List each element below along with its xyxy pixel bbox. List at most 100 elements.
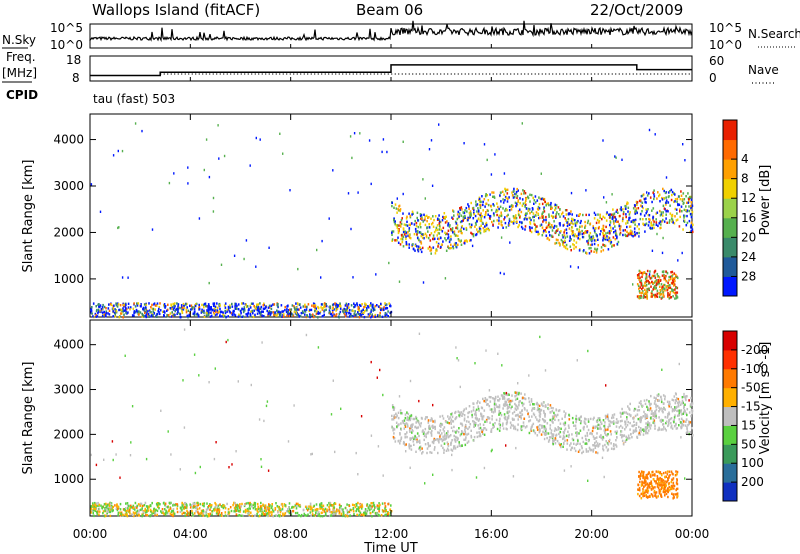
scatter-cell — [320, 507, 322, 510]
scatter-cell — [525, 214, 527, 217]
scatter-cell — [481, 221, 484, 225]
scatter-cell — [578, 432, 580, 435]
scatter-cell — [398, 423, 400, 426]
scatter-cell — [587, 241, 589, 245]
scatter-cell — [424, 218, 426, 221]
scatter-cell — [560, 212, 563, 216]
scatter-cell — [399, 432, 401, 435]
scatter-cell — [686, 413, 688, 417]
scatter-cell — [485, 223, 488, 227]
scatter-cell — [642, 284, 644, 288]
scatter-cell — [150, 306, 152, 309]
scatter-cell — [521, 198, 524, 201]
scatter-cell — [652, 191, 654, 194]
scatter-cell — [676, 401, 679, 404]
scatter-cell — [139, 502, 142, 505]
scatter-cell — [447, 449, 450, 452]
isolated-cell — [121, 149, 124, 153]
scatter-cell — [262, 310, 264, 313]
scatter-cell — [690, 396, 692, 400]
scatter-cell — [399, 208, 402, 211]
scatter-cell — [624, 440, 627, 443]
scatter-cell — [631, 220, 634, 223]
scatter-cell — [682, 401, 684, 404]
scatter-cell — [474, 214, 477, 218]
scatter-cell — [473, 422, 475, 426]
scatter-cell — [447, 436, 450, 439]
scatter-cell — [620, 436, 623, 439]
scatter-cell — [676, 291, 679, 294]
scatter-cell — [104, 509, 106, 512]
scatter-cell — [399, 209, 401, 213]
scatter-cell — [358, 513, 361, 517]
scatter-cell — [148, 309, 151, 312]
scatter-cell — [566, 448, 568, 451]
isolated-cell — [682, 143, 684, 146]
scatter-cell — [647, 408, 649, 411]
scatter-cell — [627, 434, 630, 437]
scatter-cell — [254, 313, 256, 317]
scatter-cell — [646, 405, 648, 409]
isolated-cell — [646, 191, 648, 194]
scatter-cell — [638, 425, 640, 429]
scatter-cell — [368, 504, 371, 507]
scatter-cell — [413, 417, 416, 421]
scatter-cell — [515, 192, 517, 196]
scatter-cell — [690, 221, 693, 224]
scatter-cell — [504, 402, 507, 406]
scatter-cell — [186, 511, 189, 514]
scatter-cell — [456, 217, 459, 221]
scatter-cell — [329, 310, 331, 314]
scatter-cell — [411, 425, 413, 428]
scatter-cell — [591, 238, 593, 241]
scatter-cell — [217, 311, 219, 314]
scatter-cell — [681, 199, 684, 203]
scatter-cell — [414, 425, 416, 429]
scatter-cell — [209, 508, 211, 511]
scatter-cell — [492, 195, 494, 198]
scatter-cell — [107, 312, 109, 315]
scatter-cell — [115, 302, 117, 305]
scatter-cell — [531, 407, 534, 410]
scatter-cell — [426, 226, 428, 230]
scatter-cell — [617, 240, 620, 244]
scatter-cell — [466, 420, 468, 423]
scatter-cell — [438, 431, 440, 435]
scatter-cell — [369, 512, 372, 515]
scatter-cell — [437, 245, 439, 248]
scatter-cell — [536, 418, 538, 421]
scatter-cell — [533, 407, 536, 410]
scatter-cell — [595, 444, 598, 447]
scatter-cell — [615, 432, 618, 435]
scatter-cell — [329, 306, 331, 310]
scatter-cell — [648, 424, 650, 427]
scatter-cell — [404, 416, 407, 420]
scatter-cell — [322, 508, 325, 511]
scatter-cell — [444, 231, 446, 234]
scatter-cell — [485, 418, 488, 422]
scatter-cell — [460, 432, 463, 436]
scatter-cell — [571, 232, 573, 235]
scatter-cell — [644, 429, 647, 433]
scatter-cell — [549, 203, 552, 207]
scatter-cell — [612, 420, 615, 423]
scatter-cell — [154, 513, 156, 517]
scatter-cell — [552, 226, 554, 229]
scatter-cell — [510, 423, 513, 427]
scatter-cell — [509, 401, 511, 404]
scatter-cell — [338, 312, 341, 316]
scatter-cell — [485, 398, 488, 402]
isolated-cell — [422, 281, 425, 284]
scatter-cell — [432, 420, 434, 423]
scatter-cell — [624, 229, 626, 232]
scatter-cell — [510, 407, 512, 410]
scatter-cell — [476, 220, 478, 223]
scatter-cell — [617, 211, 619, 214]
scatter-cell — [691, 426, 693, 430]
scatter-cell — [196, 312, 199, 315]
scatter-cell — [201, 509, 204, 513]
scatter-cell — [95, 504, 97, 508]
scatter-cell — [652, 421, 655, 424]
scatter-cell — [530, 230, 533, 234]
scatter-cell — [92, 504, 94, 507]
